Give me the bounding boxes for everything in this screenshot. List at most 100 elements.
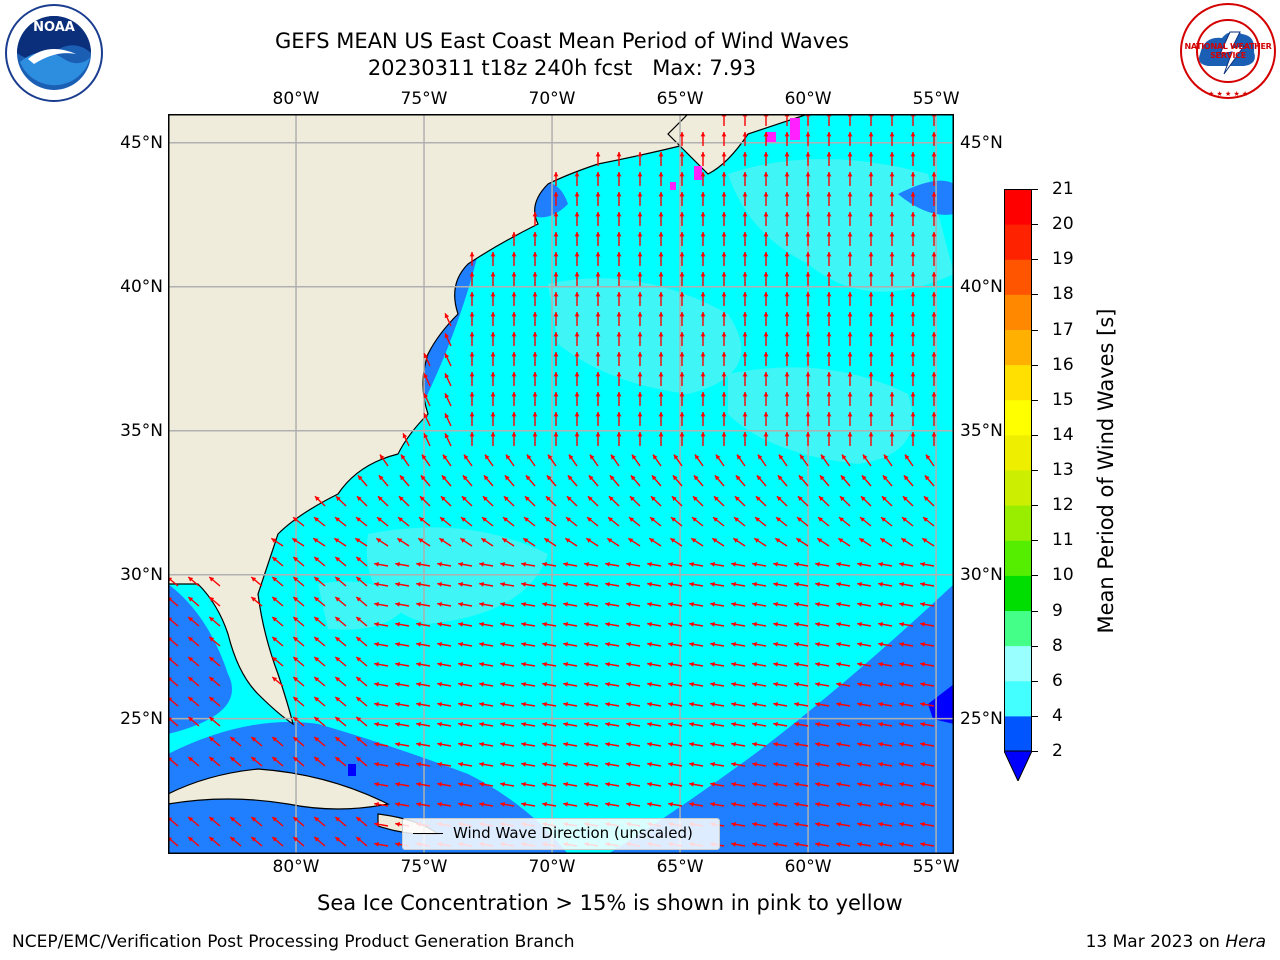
direction-arrow	[469, 332, 475, 346]
direction-arrow	[668, 621, 683, 627]
direction-arrow	[631, 454, 641, 467]
direction-arrow	[637, 212, 643, 226]
direction-arrow	[563, 741, 578, 747]
direction-arrow	[563, 621, 578, 627]
direction-arrow	[595, 332, 601, 346]
direction-arrow	[868, 132, 874, 146]
direction-arrow	[588, 474, 599, 487]
colorbar-tick-mark	[1032, 470, 1038, 471]
direction-arrow	[187, 576, 200, 587]
direction-arrow	[437, 701, 452, 707]
direction-arrow	[416, 801, 431, 807]
direction-arrow	[626, 561, 641, 567]
direction-arrow	[799, 454, 809, 467]
direction-arrow	[584, 721, 599, 727]
direction-arrow	[500, 801, 515, 807]
direction-arrow	[595, 172, 601, 186]
direction-arrow	[616, 352, 622, 366]
direction-arrow	[545, 495, 557, 507]
direction-arrow	[836, 661, 851, 667]
direction-arrow	[461, 495, 473, 507]
direction-arrow	[742, 392, 748, 406]
direction-arrow	[458, 721, 473, 727]
direction-arrow	[553, 212, 559, 226]
direction-arrow	[668, 641, 683, 647]
lon-label-top: 70°W	[528, 89, 576, 109]
direction-arrow	[878, 601, 893, 607]
direction-arrow	[752, 581, 767, 587]
direction-arrow	[805, 392, 811, 406]
direction-arrow	[815, 641, 830, 647]
direction-arrow	[920, 661, 935, 667]
direction-arrow	[355, 556, 368, 567]
direction-arrow	[479, 601, 494, 607]
direction-arrow	[857, 601, 872, 607]
direction-arrow	[763, 252, 769, 266]
direction-arrow	[733, 516, 746, 527]
direction-arrow	[899, 561, 914, 567]
direction-arrow	[826, 232, 832, 246]
direction-arrow	[775, 516, 788, 527]
direction-arrow	[763, 192, 769, 206]
direction-arrow	[805, 192, 811, 206]
direction-arrow	[595, 152, 601, 166]
direction-arrow	[742, 252, 748, 266]
direction-arrow	[610, 454, 620, 467]
direction-arrow	[648, 537, 662, 547]
direction-arrow	[931, 132, 937, 146]
direction-arrow	[500, 601, 515, 607]
direction-arrow	[313, 616, 326, 627]
direction-arrow	[437, 681, 452, 687]
legend-line-icon	[413, 833, 443, 834]
direction-arrow	[710, 641, 725, 647]
direction-arrow	[889, 432, 895, 446]
direction-arrow	[784, 192, 790, 206]
direction-arrow	[847, 252, 853, 266]
colorbar-tick-mark	[1032, 715, 1038, 717]
direction-arrow	[355, 696, 368, 707]
direction-arrow	[679, 352, 685, 366]
direction-arrow	[752, 641, 767, 647]
direction-arrow	[469, 292, 475, 306]
direction-arrow	[689, 601, 704, 607]
direction-arrow	[700, 432, 706, 446]
colorbar-tick-mark	[1032, 399, 1038, 401]
direction-arrow	[637, 272, 643, 286]
direction-arrow	[757, 454, 767, 467]
direction-arrow	[374, 801, 389, 807]
direction-arrow	[900, 537, 914, 547]
direction-arrow	[469, 372, 475, 386]
direction-arrow	[462, 474, 473, 487]
direction-arrow	[563, 681, 578, 687]
direction-arrow	[627, 537, 641, 547]
direction-arrow	[396, 537, 410, 547]
direction-arrow	[710, 741, 725, 747]
direction-arrow	[542, 661, 557, 667]
direction-arrow	[925, 454, 935, 467]
direction-arrow	[838, 516, 851, 527]
direction-arrow	[817, 516, 830, 527]
direction-arrow	[879, 537, 893, 547]
direction-arrow	[878, 761, 893, 767]
lat-label-left: 35°N	[120, 420, 163, 441]
noaa-logo-text: NOAA	[33, 20, 75, 35]
colorbar-tick-mark	[1032, 294, 1038, 296]
direction-arrow	[542, 641, 557, 647]
direction-arrow	[521, 561, 536, 567]
direction-arrow	[313, 576, 326, 587]
legend-text: Wind Wave Direction (unscaled)	[453, 824, 693, 842]
direction-arrow	[710, 801, 725, 807]
direction-arrow	[574, 192, 580, 206]
direction-arrow	[784, 212, 790, 226]
direction-arrow	[416, 581, 431, 587]
direction-arrow	[490, 372, 496, 386]
direction-arrow	[773, 701, 788, 707]
direction-arrow	[899, 721, 914, 727]
direction-arrow	[574, 172, 580, 186]
direction-arrow	[805, 432, 811, 446]
direction-arrow	[334, 816, 347, 827]
direction-arrow	[899, 581, 914, 587]
direction-arrow	[563, 721, 578, 727]
colorbar-segment	[1004, 645, 1032, 682]
direction-arrow	[334, 616, 347, 627]
